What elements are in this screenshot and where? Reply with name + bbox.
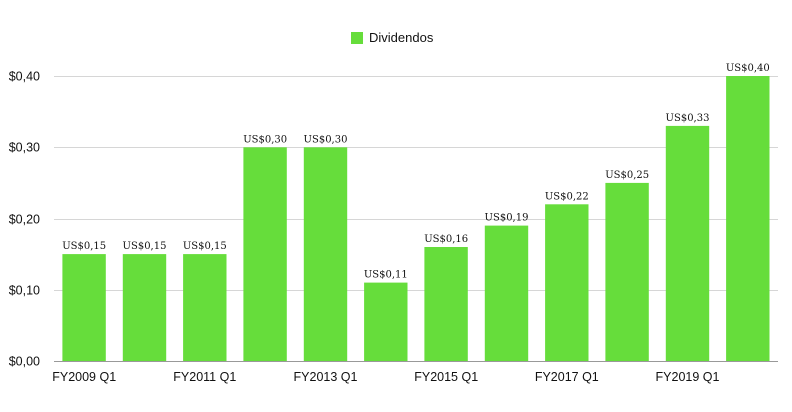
bar <box>62 254 106 361</box>
bar <box>605 182 649 361</box>
x-tick-label: FY2013 Q1 <box>294 370 358 384</box>
x-tick-label: FY2017 Q1 <box>535 370 599 384</box>
legend-swatch <box>351 31 363 44</box>
bar <box>424 247 468 361</box>
data-label: US$0,30 <box>243 134 287 145</box>
data-labels: US$0,15 US$0,15 US$0,15 US$0,30 US$0,30 US$0,… <box>62 63 770 281</box>
bar <box>726 76 770 361</box>
bar <box>122 254 167 361</box>
bars <box>62 76 770 362</box>
y-tick-label: $0,20 <box>9 213 40 227</box>
y-tick-label: $0,00 <box>9 355 40 369</box>
data-label: US$0,19 <box>485 213 529 224</box>
bar <box>303 147 348 361</box>
y-tick-label: $0,40 <box>9 70 40 84</box>
y-tick-label: $0,30 <box>9 141 40 155</box>
legend: Dividendos <box>351 30 433 45</box>
data-label: US$0,40 <box>726 63 770 74</box>
x-tick-label: FY2015 Q1 <box>414 370 478 384</box>
x-tick-label: FY2009 Q1 <box>52 370 116 384</box>
bar <box>665 125 710 362</box>
bar <box>545 204 589 361</box>
data-label: US$0,15 <box>183 241 227 252</box>
bar <box>183 254 227 361</box>
data-label: US$0,15 <box>123 241 167 252</box>
data-label: US$0,15 <box>62 241 106 252</box>
grid-lines <box>54 76 778 362</box>
data-label: US$0,22 <box>545 191 589 202</box>
data-label: US$0,16 <box>424 234 468 245</box>
bar <box>484 225 529 361</box>
x-axis-ticks: FY2009 Q1 FY2011 Q1 FY2013 Q1 FY2015 Q1 FY20… <box>52 370 719 384</box>
y-tick-label: $0,10 <box>9 284 40 298</box>
legend-label: Dividendos <box>369 30 434 45</box>
y-axis-ticks: $0,00 $0,10 $0,20 $0,30 $0,40 <box>9 70 40 369</box>
bar <box>364 282 408 361</box>
bar <box>243 147 287 361</box>
x-tick-label: FY2011 Q1 <box>173 370 236 384</box>
x-tick-label: FY2019 Q1 <box>656 370 720 384</box>
data-label: US$0,25 <box>605 170 649 181</box>
data-label: US$0,11 <box>364 270 408 281</box>
data-label: US$0,30 <box>304 134 348 145</box>
data-label: US$0,33 <box>666 113 710 124</box>
